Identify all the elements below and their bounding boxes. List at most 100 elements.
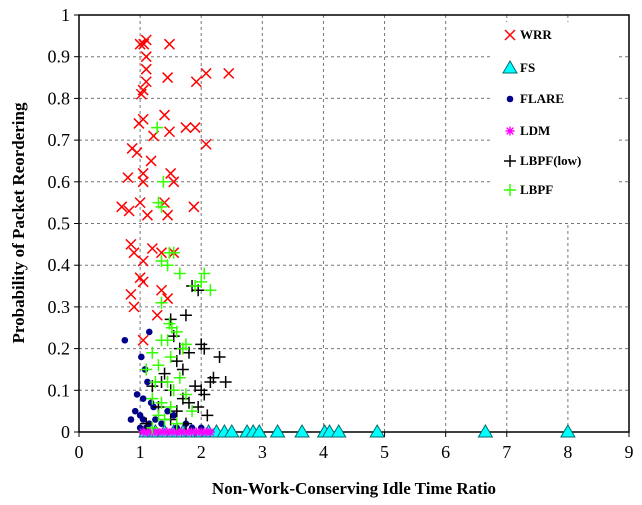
x-tick-label: 5 (380, 442, 389, 462)
fs-point (269, 424, 286, 438)
lbpf-point (161, 375, 174, 388)
flare-point (127, 416, 135, 423)
wrr-point (137, 167, 149, 179)
wrr-point (162, 209, 174, 221)
wrr-point (141, 209, 153, 221)
lbpf-point (161, 259, 174, 272)
wrr-point (128, 247, 140, 259)
wrr-point (137, 113, 149, 125)
wrr-point (128, 301, 140, 313)
lbpf-point (198, 267, 211, 280)
y-axis-title: Probability of Packet Reordering (9, 102, 28, 343)
lbpf-point (167, 246, 180, 259)
lbpf-low-point (183, 346, 195, 359)
fs-point (251, 424, 268, 438)
lbpf-point (151, 121, 164, 134)
wrr-point (137, 255, 149, 267)
wrr-point (137, 84, 149, 96)
wrr-point (146, 242, 158, 255)
lbpf-point (152, 409, 165, 422)
wrr-point (122, 172, 134, 184)
lbpf-low-point (170, 405, 183, 418)
fs-point (294, 424, 310, 438)
wrr-point (188, 201, 200, 213)
y-tick-label: 0.8 (48, 88, 71, 108)
y-tick-label: 0.1 (48, 380, 71, 400)
legend-marker (506, 95, 514, 103)
wrr-point (137, 276, 149, 288)
ldm-point (205, 427, 215, 437)
x-tick-label: 3 (258, 442, 267, 462)
flare-point (144, 378, 151, 386)
legend-marker (504, 155, 516, 167)
lbpf-point (179, 388, 192, 401)
lbpf-point (173, 371, 186, 384)
wrr-point (131, 147, 143, 159)
wrr-point (134, 197, 146, 209)
wrr-point (145, 155, 157, 167)
wrr-point (123, 205, 135, 217)
wrr-point (140, 63, 152, 75)
legend-marker (504, 29, 516, 41)
wrr-point (134, 38, 146, 50)
lbpf-point (167, 384, 180, 397)
legend-entry-label: FS (520, 60, 535, 75)
y-tick-label: 0.7 (48, 130, 71, 150)
x-tick-label: 7 (502, 442, 511, 462)
series-lbpf (140, 121, 217, 434)
ldm-point (182, 427, 192, 437)
ldm-point (142, 427, 152, 437)
x-tick-label: 6 (441, 442, 450, 462)
x-tick-label: 8 (563, 442, 572, 462)
wrr-point (140, 34, 152, 46)
y-tick-label: 0.9 (48, 47, 71, 67)
lbpf-point (155, 296, 168, 309)
flare-point (136, 424, 144, 432)
x-tick-label: 9 (625, 442, 634, 462)
wrr-point (163, 38, 175, 50)
wrr-point (162, 293, 174, 305)
ldm-point (177, 427, 187, 437)
wrr-point (159, 109, 171, 121)
lbpf-point (170, 325, 183, 338)
wrr-point (223, 67, 235, 79)
x-tick-label: 1 (136, 442, 145, 462)
wrr-point (137, 176, 149, 188)
lbpf-point (173, 267, 186, 280)
lbpf-low-point (140, 417, 153, 430)
lbpf-point (146, 346, 159, 359)
flare-point (133, 391, 141, 398)
lbpf-low-point (189, 380, 202, 393)
lbpf-low-point (192, 400, 205, 413)
y-tick-label: 0.4 (48, 255, 71, 275)
flare-point (139, 395, 147, 402)
y-tick-label: 0.3 (48, 297, 71, 317)
x-axis-title: Non-Work-Conserving Idle Time Ratio (212, 479, 496, 498)
wrr-point (140, 76, 152, 88)
lbpf-point (146, 392, 159, 405)
series-wrr (116, 34, 235, 346)
lbpf-low-point (170, 355, 183, 368)
wrr-point (125, 288, 137, 300)
lbpf-point (152, 359, 165, 372)
flare-point (139, 416, 147, 423)
lbpf-low-point (213, 350, 226, 363)
legend: WRR FS FLARE LDM LBPF(low) LBPF (493, 22, 618, 222)
lbpf-point (155, 396, 168, 409)
ldm-point (196, 427, 206, 437)
flare-point (145, 328, 153, 336)
lbpf-point (146, 421, 159, 434)
wrr-point (163, 126, 175, 138)
lbpf-point (179, 338, 192, 351)
lbpf-point (155, 200, 168, 213)
flare-point (158, 420, 165, 427)
lbpf-point (164, 350, 177, 363)
y-tick-label: 0.5 (48, 214, 71, 234)
flare-point (131, 407, 139, 415)
legend-marker (502, 60, 518, 74)
ldm-point (152, 427, 162, 437)
lbpf-point (155, 255, 168, 268)
x-tick-label: 4 (319, 442, 328, 462)
wrr-point (140, 51, 152, 63)
